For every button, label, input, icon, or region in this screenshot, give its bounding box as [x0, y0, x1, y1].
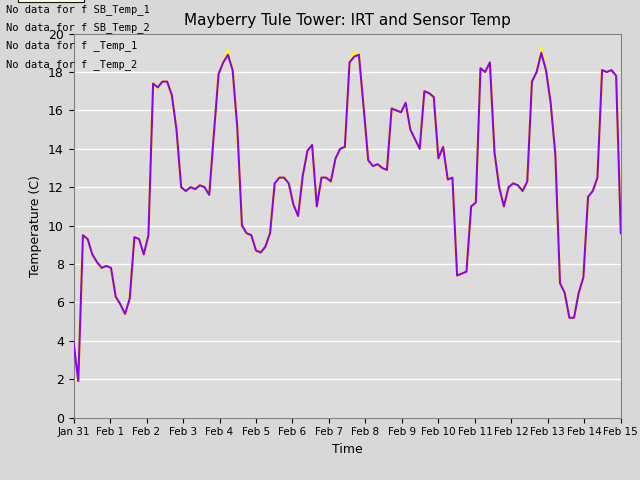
Legend: Temp_1, Temp_2: Temp_1, Temp_2	[19, 0, 84, 2]
Text: No data for f SB_Temp_2: No data for f SB_Temp_2	[6, 22, 150, 33]
Y-axis label: Temperature (C): Temperature (C)	[29, 175, 42, 276]
Text: No data for f _Temp_1: No data for f _Temp_1	[6, 40, 138, 51]
Text: No data for f _Temp_2: No data for f _Temp_2	[6, 59, 138, 70]
Text: No data for f SB_Temp_1: No data for f SB_Temp_1	[6, 4, 150, 15]
Title: Mayberry Tule Tower: IRT and Sensor Temp: Mayberry Tule Tower: IRT and Sensor Temp	[184, 13, 511, 28]
X-axis label: Time: Time	[332, 443, 363, 456]
